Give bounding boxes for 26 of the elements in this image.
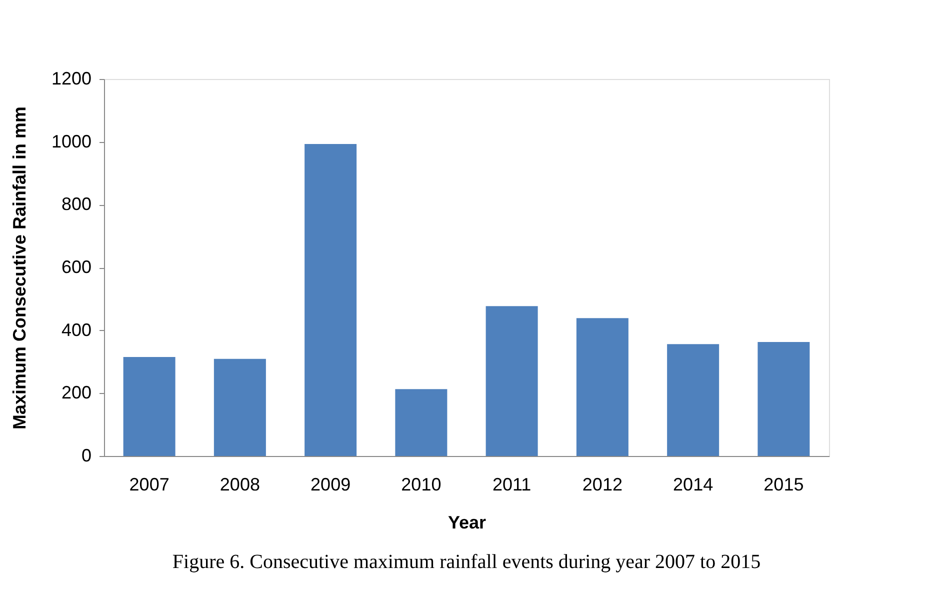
bar [395, 389, 448, 456]
bar [576, 318, 628, 456]
y-tick-label: 400 [61, 320, 92, 340]
y-tick-label: 600 [61, 257, 92, 277]
bar [758, 342, 810, 456]
x-tick-label: 2010 [401, 474, 442, 494]
bar [486, 306, 538, 456]
x-tick-label: 2007 [129, 474, 170, 494]
y-axis-title: Maximum Consecutive Rainfall in mm [9, 106, 30, 430]
bar [123, 357, 176, 456]
x-tick-label: 2015 [764, 474, 804, 494]
x-tick-label: 2011 [492, 474, 532, 494]
y-tick-label: 800 [61, 194, 92, 214]
y-tick-label: 1000 [51, 131, 92, 152]
bar [214, 358, 266, 456]
x-tick-label: 2012 [582, 474, 622, 494]
caption: Figure 6. Consecutive maximum rainfall events during year 2007 to 2015 [172, 551, 761, 573]
x-tick-label: 2008 [220, 474, 260, 494]
y-tick-label: 200 [61, 382, 92, 403]
x-tick-label: 2014 [673, 474, 714, 494]
y-tick-label: 0 [81, 446, 92, 466]
x-axis-title: Year [448, 512, 486, 532]
x-tick-label: 2009 [310, 474, 351, 494]
bar [304, 144, 357, 456]
y-tick-label: 1200 [51, 68, 92, 88]
bar [667, 344, 720, 456]
